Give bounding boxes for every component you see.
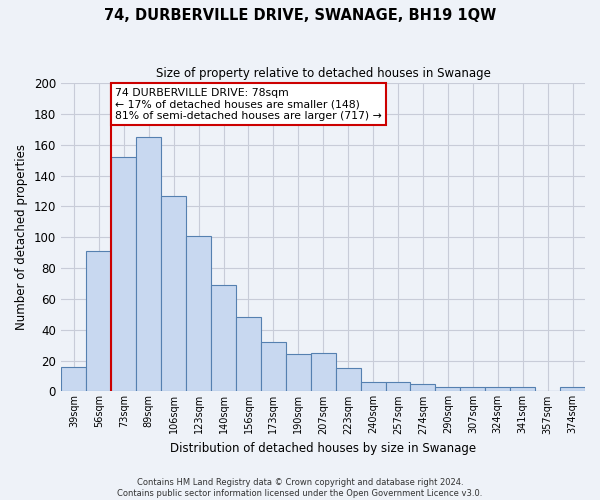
Bar xyxy=(286,354,311,392)
Bar xyxy=(186,236,211,392)
Title: Size of property relative to detached houses in Swanage: Size of property relative to detached ho… xyxy=(156,68,491,80)
Text: 74 DURBERVILLE DRIVE: 78sqm
← 17% of detached houses are smaller (148)
81% of se: 74 DURBERVILLE DRIVE: 78sqm ← 17% of det… xyxy=(115,88,382,121)
Bar xyxy=(510,387,535,392)
Bar xyxy=(136,137,161,392)
Bar xyxy=(386,382,410,392)
Bar xyxy=(410,384,436,392)
Bar xyxy=(112,157,136,392)
Bar xyxy=(460,387,485,392)
Bar xyxy=(211,285,236,392)
Text: 74, DURBERVILLE DRIVE, SWANAGE, BH19 1QW: 74, DURBERVILLE DRIVE, SWANAGE, BH19 1QW xyxy=(104,8,496,22)
Bar xyxy=(311,353,336,392)
Bar xyxy=(485,387,510,392)
Bar xyxy=(61,366,86,392)
Bar xyxy=(436,387,460,392)
Bar xyxy=(560,387,585,392)
Bar xyxy=(261,342,286,392)
Bar xyxy=(161,196,186,392)
Bar xyxy=(236,318,261,392)
X-axis label: Distribution of detached houses by size in Swanage: Distribution of detached houses by size … xyxy=(170,442,476,455)
Bar xyxy=(336,368,361,392)
Bar xyxy=(86,251,112,392)
Y-axis label: Number of detached properties: Number of detached properties xyxy=(15,144,28,330)
Bar xyxy=(361,382,386,392)
Text: Contains HM Land Registry data © Crown copyright and database right 2024.
Contai: Contains HM Land Registry data © Crown c… xyxy=(118,478,482,498)
